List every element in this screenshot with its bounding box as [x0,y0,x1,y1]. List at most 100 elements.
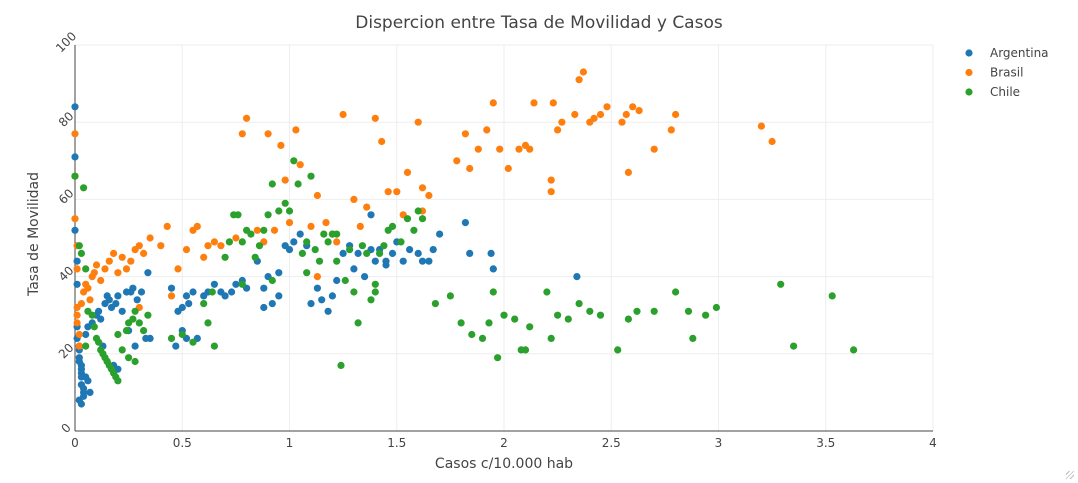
data-point-argentina[interactable] [189,288,197,296]
data-point-argentina[interactable] [399,257,407,265]
data-point-chile[interactable] [122,327,131,335]
data-point-brasil[interactable] [414,118,422,126]
data-point-argentina[interactable] [129,284,137,292]
data-point-argentina[interactable] [307,300,315,308]
data-point-chile[interactable] [650,307,658,315]
data-point-chile[interactable] [189,338,197,346]
data-point-argentina[interactable] [354,249,362,257]
data-point-chile[interactable] [418,215,427,223]
data-point-brasil[interactable] [296,161,304,169]
data-point-brasil[interactable] [174,265,182,273]
data-point-brasil[interactable] [270,226,279,234]
data-point-chile[interactable] [367,296,375,304]
data-point-brasil[interactable] [285,219,294,227]
data-point-brasil[interactable] [618,118,626,126]
data-point-argentina[interactable] [260,303,268,312]
data-point-chile[interactable] [633,307,641,315]
data-point-brasil[interactable] [292,126,300,134]
data-point-brasil[interactable] [90,269,98,277]
data-point-argentina[interactable] [105,296,113,304]
data-point-argentina[interactable] [185,300,193,308]
data-point-chile[interactable] [285,207,294,215]
data-point-chile[interactable] [268,276,276,285]
data-point-chile[interactable] [238,238,246,246]
data-point-chile[interactable] [77,249,85,257]
data-point-argentina[interactable] [114,292,122,300]
data-point-brasil[interactable] [71,130,79,138]
data-point-brasil[interactable] [232,234,240,242]
data-point-brasil[interactable] [466,164,474,173]
data-point-brasil[interactable] [504,164,512,173]
data-point-argentina[interactable] [324,307,332,315]
data-point-argentina[interactable] [95,307,103,315]
data-point-chile[interactable] [114,377,122,385]
data-point-chile[interactable] [294,180,302,188]
data-point-argentina[interactable] [339,249,347,257]
data-point-chile[interactable] [547,334,555,342]
data-point-argentina[interactable] [328,292,336,300]
data-point-argentina[interactable] [367,211,375,219]
data-point-chile[interactable] [350,288,358,296]
data-point-chile[interactable] [144,311,152,319]
data-point-argentina[interactable] [382,257,390,265]
data-point-chile[interactable] [140,327,148,335]
data-point-chile[interactable] [354,319,362,327]
data-point-chile[interactable] [457,319,465,327]
data-point-argentina[interactable] [172,342,180,350]
data-point-chile[interactable] [82,265,90,273]
data-point-chile[interactable] [208,288,216,296]
data-point-chile[interactable] [410,226,418,234]
data-point-brasil[interactable] [204,242,212,250]
data-point-argentina[interactable] [260,284,268,292]
data-point-argentina[interactable] [144,269,152,277]
data-point-chile[interactable] [71,172,79,180]
data-point-argentina[interactable] [71,153,79,161]
data-point-chile[interactable] [564,315,572,323]
data-point-chile[interactable] [358,242,366,250]
data-point-chile[interactable] [494,354,502,362]
data-point-chile[interactable] [95,338,103,346]
data-point-brasil[interactable] [363,203,371,211]
data-point-argentina[interactable] [425,257,433,265]
data-point-chile[interactable] [251,253,259,261]
data-point-chile[interactable] [311,246,319,254]
data-point-argentina[interactable] [86,388,94,396]
data-point-brasil[interactable] [307,222,315,230]
data-point-brasil[interactable] [474,145,482,153]
data-point-brasil[interactable] [200,253,208,261]
data-point-brasil[interactable] [86,296,94,304]
data-point-chile[interactable] [543,288,551,296]
data-point-brasil[interactable] [193,222,201,230]
data-point-chile[interactable] [80,184,88,192]
data-point-brasil[interactable] [453,157,461,165]
data-point-chile[interactable] [521,346,530,354]
data-point-chile[interactable] [363,249,371,257]
data-point-chile[interactable] [260,226,268,234]
data-point-argentina[interactable] [333,276,341,285]
data-point-brasil[interactable] [322,219,330,227]
data-point-chile[interactable] [131,307,139,315]
data-point-chile[interactable] [221,253,229,261]
data-point-argentina[interactable] [285,246,294,254]
data-point-argentina[interactable] [178,303,186,312]
data-point-brasil[interactable] [140,249,148,257]
data-point-chile[interactable] [75,242,83,250]
data-point-argentina[interactable] [429,246,437,254]
data-point-argentina[interactable] [350,265,358,273]
data-point-brasil[interactable] [277,141,285,149]
data-point-brasil[interactable] [75,330,83,339]
data-point-brasil[interactable] [77,300,85,308]
data-point-chile[interactable] [82,342,90,350]
data-point-chile[interactable] [234,211,242,219]
data-point-argentina[interactable] [77,400,85,408]
data-point-brasil[interactable] [393,188,401,196]
data-point-argentina[interactable] [118,307,126,315]
data-point-argentina[interactable] [414,249,422,257]
data-point-brasil[interactable] [253,226,261,234]
data-points[interactable] [71,68,858,408]
data-point-brasil[interactable] [118,253,126,261]
data-point-argentina[interactable] [388,249,397,257]
data-point-brasil[interactable] [526,145,534,153]
data-point-argentina[interactable] [84,377,92,385]
data-point-argentina[interactable] [573,273,581,281]
